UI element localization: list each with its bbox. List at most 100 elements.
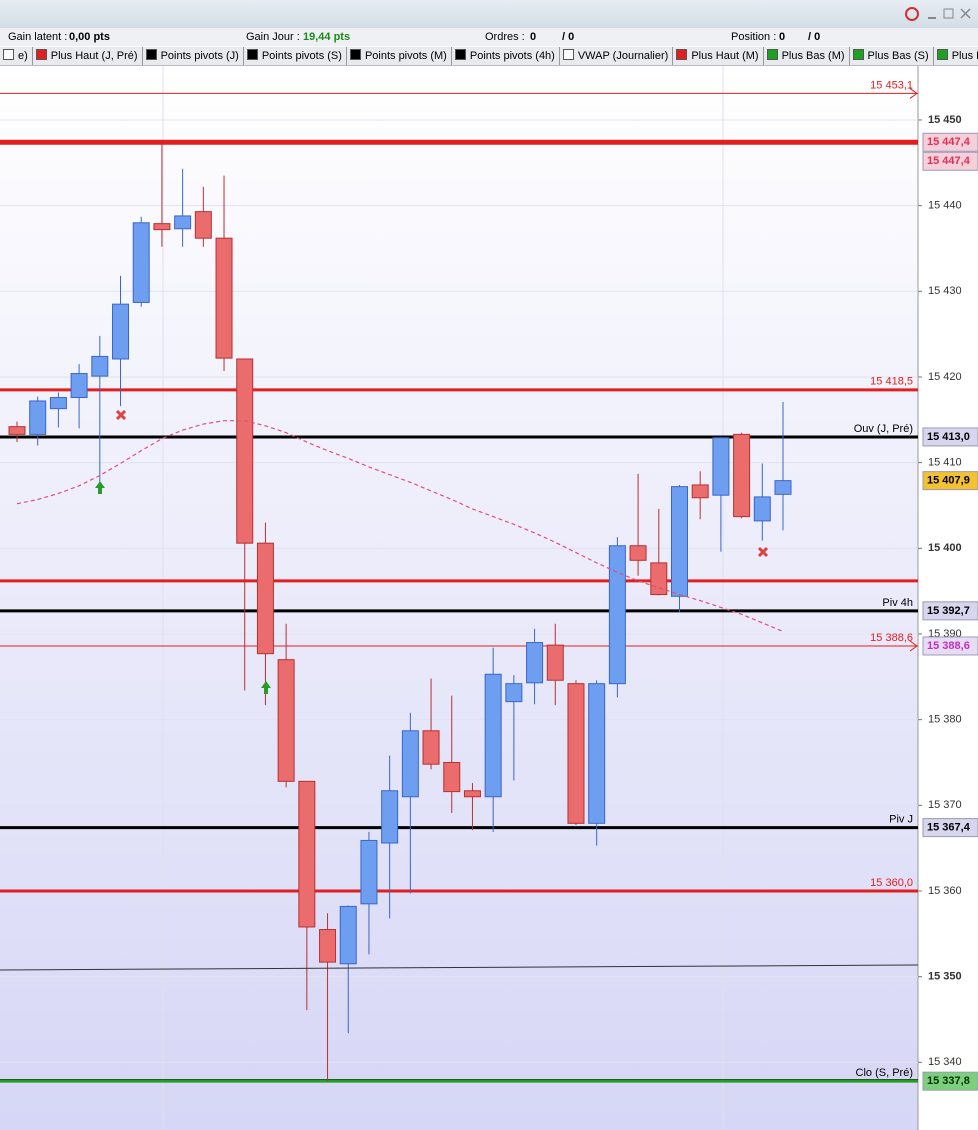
price-label-box	[922, 132, 978, 152]
refresh-icon[interactable]	[905, 7, 919, 21]
legend-item[interactable]: Points pivots (4h)	[452, 47, 560, 65]
candle-body	[153, 223, 171, 231]
legend-item[interactable]: Points pivots (S)	[244, 47, 347, 65]
legend-label: e)	[18, 50, 28, 62]
price-label: 15 407,9	[927, 475, 970, 487]
candle-body	[401, 730, 419, 798]
candle-body	[774, 480, 792, 495]
y-tick-label: 15 380	[928, 714, 962, 726]
candle-body	[443, 761, 461, 793]
y-tick-label: 15 450	[928, 114, 962, 126]
legend-item[interactable]: Plus Haut (J, Pré)	[33, 47, 143, 65]
candle-body	[319, 929, 337, 963]
legend-swatch	[145, 49, 157, 60]
label: Gain latent :	[8, 31, 68, 43]
candle-body	[360, 839, 378, 905]
level-label: Piv 4h	[882, 597, 913, 609]
candle-body	[608, 545, 626, 685]
price-label-box	[922, 636, 978, 656]
price-label: 15 392,7	[927, 605, 970, 617]
legend-item[interactable]: Points pivots (J)	[143, 47, 244, 65]
level-label: Piv J	[889, 813, 913, 825]
label: Position :	[731, 31, 777, 43]
level-label: Clo (S, Pré)	[856, 1067, 913, 1079]
buy-arrow	[95, 481, 105, 494]
candle-body	[505, 683, 523, 703]
price-label: 15 447,4	[927, 155, 971, 167]
legend-item[interactable]: VWAP (Journalier)	[560, 47, 674, 65]
candle-body	[70, 373, 88, 399]
y-tick-label: 15 340	[928, 1056, 962, 1068]
candle-body	[381, 790, 399, 844]
label: Gain Jour :	[246, 31, 300, 43]
candle-body	[339, 905, 357, 965]
price-label: 15 367,4	[927, 821, 971, 833]
price-label: 15 337,8	[927, 1075, 970, 1087]
legend-label: Plus Bas (S)	[867, 50, 929, 62]
value: 0,00 pts	[69, 31, 110, 43]
candle-body	[753, 496, 771, 522]
candle-body	[526, 642, 544, 684]
price-label-box	[922, 818, 978, 838]
candle-body	[277, 659, 295, 782]
trend-line	[0, 964, 919, 971]
candle-body	[298, 780, 316, 928]
legend-item[interactable]: Plus Bas (S)	[850, 47, 934, 65]
candle-body	[236, 358, 254, 544]
price-label-box	[922, 151, 978, 171]
legend-label: Plus Bas (M)	[781, 50, 845, 62]
candle-body	[29, 400, 47, 435]
legend-label: Points pivots (4h)	[469, 50, 555, 62]
legend-item[interactable]: Plus Bas (M)	[764, 47, 850, 65]
y-tick-label: 15 350	[928, 971, 962, 983]
candle-body	[422, 730, 440, 765]
price-label-box	[922, 1071, 978, 1091]
candle-body	[567, 683, 585, 824]
candle-body	[49, 397, 67, 410]
legend-swatch	[3, 49, 14, 60]
vwap-line	[16, 420, 784, 632]
candle-body	[174, 215, 192, 230]
candle-body	[112, 303, 130, 360]
legend-swatch	[852, 49, 864, 60]
candle-body	[670, 486, 688, 597]
value: 0	[779, 31, 786, 43]
legend-item[interactable]: e)	[0, 47, 33, 65]
candle-body	[650, 562, 668, 596]
candle-body	[463, 790, 481, 798]
level-label: 15 453,1	[870, 79, 913, 91]
legend-item[interactable]: Plus Ba	[934, 47, 978, 65]
legend-label: VWAP (Journalier)	[577, 50, 669, 62]
level-arrow	[909, 640, 918, 652]
legend-label: Plus Haut (J, Pré)	[50, 50, 138, 62]
close[interactable]	[960, 8, 971, 19]
legend-swatch	[349, 49, 361, 60]
level-label: 15 388,6	[870, 632, 913, 644]
price-label: 15 388,6	[927, 640, 970, 652]
y-tick-label: 15 360	[928, 885, 962, 897]
price-label: 15 413,0	[927, 431, 970, 443]
y-tick-label: 15 430	[928, 285, 962, 297]
legend-item[interactable]: Points pivots (M)	[347, 47, 452, 65]
legend-label: Points pivots (M)	[364, 50, 447, 62]
price-label-box	[922, 471, 978, 491]
candle-body	[256, 542, 274, 655]
price-label-box	[922, 427, 978, 447]
price-axis	[918, 66, 978, 1130]
y-tick-label: 15 410	[928, 457, 962, 469]
value: / 0	[562, 31, 575, 43]
maximize[interactable]	[943, 8, 954, 19]
value: / 0	[808, 31, 821, 43]
sell-cross	[757, 546, 769, 558]
legend-item[interactable]: Plus Haut (M)	[673, 47, 764, 65]
y-tick-label: 15 420	[928, 371, 962, 383]
legend-label: Points pivots (J)	[160, 50, 239, 62]
legend-swatch	[766, 49, 778, 60]
y-tick-label: 15 400	[928, 542, 962, 554]
candle-body	[91, 355, 109, 377]
candle-body	[8, 426, 26, 435]
legend-label: Plus Ba	[951, 50, 978, 62]
candle-body	[733, 433, 751, 518]
candle-body	[546, 644, 564, 681]
